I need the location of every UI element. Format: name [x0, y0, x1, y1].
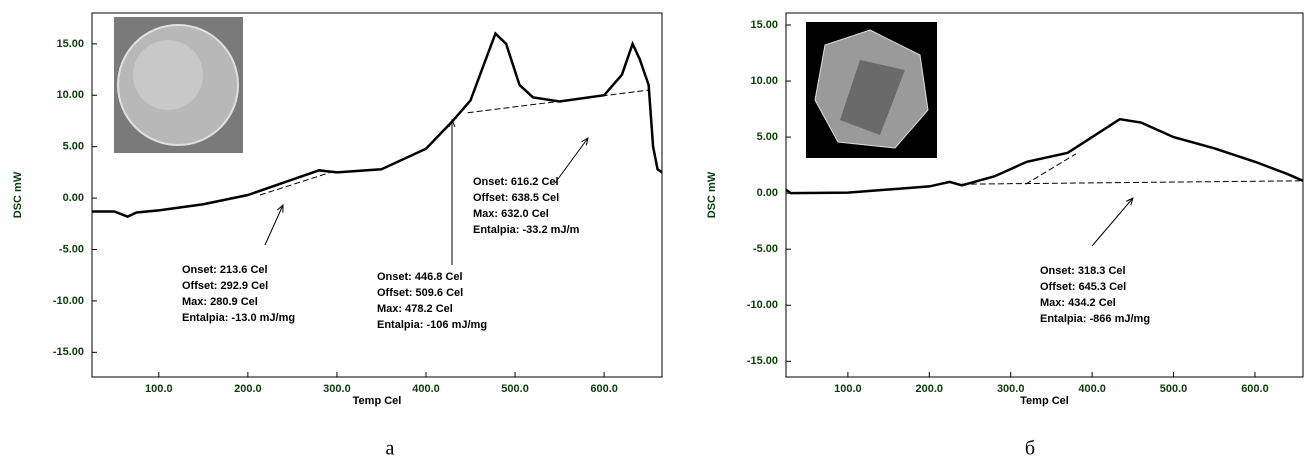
panel-label: б	[1025, 438, 1035, 460]
annotation: Entalpia: -866 mJ/mg	[1040, 313, 1150, 325]
y-tick-label: 10.00	[56, 89, 84, 101]
annotation: Onset: 616.2 Cel	[473, 176, 559, 188]
plot-frame	[785, 12, 1304, 378]
annotation: Offset: 638.5 Cel	[473, 192, 559, 204]
baseline	[961, 180, 1300, 185]
panel-label: а	[386, 438, 395, 460]
inset-highlight	[133, 40, 203, 110]
annotation: Offset: 292.9 Cel	[182, 280, 268, 292]
x-axis-label: Temp Cel	[1020, 395, 1069, 407]
x-tick-label: 300.0	[997, 383, 1025, 395]
annotation: Max: 434.2 Cel	[1040, 297, 1116, 309]
annotation: Onset: 213.6 Cel	[182, 264, 268, 276]
x-tick-label: 400.0	[1078, 383, 1106, 395]
x-tick-label: 100.0	[145, 383, 173, 395]
annotation-arrow	[554, 138, 588, 184]
y-tick-label: -5.00	[753, 243, 778, 255]
y-tick-label: 0.00	[757, 187, 778, 199]
annotation-arrow	[1091, 198, 1133, 247]
x-tick-label: 500.0	[1160, 383, 1188, 395]
annotation: Max: 632.0 Cel	[473, 208, 549, 220]
annotation: Max: 478.2 Cel	[377, 303, 453, 315]
annotation: Offset: 509.6 Cel	[377, 287, 463, 299]
dsc-curve	[785, 117, 1304, 195]
x-tick-label: 100.0	[834, 383, 862, 395]
x-tick-label: 600.0	[1241, 383, 1269, 395]
y-tick-label: 10.00	[750, 75, 778, 87]
x-axis-label: Temp Cel	[353, 395, 402, 407]
y-tick-label: -15.00	[747, 355, 778, 367]
y-tick-label: 5.00	[757, 131, 778, 143]
y-tick-label: -5.00	[59, 243, 84, 255]
annotation: Onset: 318.3 Cel	[1040, 265, 1126, 277]
annotation: Onset: 446.8 Cel	[377, 271, 463, 283]
x-tick-label: 200.0	[234, 383, 262, 395]
plot-frame	[91, 12, 663, 378]
dsc-curve	[92, 31, 663, 218]
y-tick-label: -10.00	[53, 295, 84, 307]
baseline	[467, 89, 649, 114]
y-tick-label: -10.00	[747, 299, 778, 311]
x-tick-label: 600.0	[590, 383, 618, 395]
annotation: Entalpia: -106 mJ/mg	[377, 319, 487, 331]
baseline	[259, 171, 331, 196]
y-tick-label: 5.00	[63, 141, 84, 153]
inset-face	[840, 60, 905, 135]
inset-image-octahedron	[806, 22, 937, 158]
x-tick-label: 400.0	[412, 383, 440, 395]
y-tick-label: 15.00	[56, 38, 84, 50]
baseline	[1025, 153, 1077, 185]
annotation: Offset: 645.3 Cel	[1040, 281, 1126, 293]
annotation: Max: 280.9 Cel	[182, 296, 258, 308]
x-tick-label: 300.0	[323, 383, 351, 395]
annotation: Entalpia: -33.2 mJ/m	[473, 224, 580, 236]
x-tick-label: 200.0	[916, 383, 944, 395]
y-tick-label: -15.00	[53, 346, 84, 358]
x-tick-label: 500.0	[501, 383, 529, 395]
annotation: Entalpia: -13.0 mJ/mg	[182, 312, 295, 324]
y-tick-label: 0.00	[63, 192, 84, 204]
y-axis-label: DSC mW	[12, 171, 24, 218]
y-tick-label: 15.00	[750, 19, 778, 31]
inset-image-sphere	[114, 17, 243, 153]
annotation-arrow	[264, 205, 283, 246]
y-axis-label: DSC mW	[706, 171, 718, 218]
